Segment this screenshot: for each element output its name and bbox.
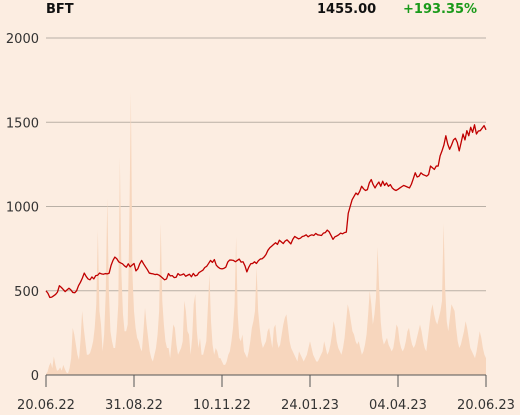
x-tick-label: 20.06.22 [17,398,75,413]
grid-lines [46,37,486,292]
price-series [45,124,487,299]
y-tick-label: 0 [31,369,39,384]
x-axis: 20.06.22 31.08.22 10.11.22 24.01.23 04.04.23… [17,374,515,413]
y-axis: 0 500 1000 1500 2000 [6,32,39,384]
x-tick-label: 10.11.22 [193,398,251,413]
volume-area-shape [46,91,486,376]
y-tick-label: 500 [14,285,39,300]
y-tick-label: 1500 [6,116,39,131]
price-change-percent: +193.35% [403,2,478,17]
price-line [45,124,487,299]
volume-area [46,91,486,376]
last-price: 1455.00 [317,2,377,17]
x-tick-label: 24.01.23 [281,398,339,413]
ticker-symbol: BFT [46,2,74,17]
y-tick-label: 1000 [6,201,39,216]
x-tick-label: 20.06.23 [457,398,515,413]
y-tick-label: 2000 [6,32,39,47]
x-tick-label: 31.08.22 [105,398,163,413]
x-tick-label: 04.04.23 [369,398,427,413]
